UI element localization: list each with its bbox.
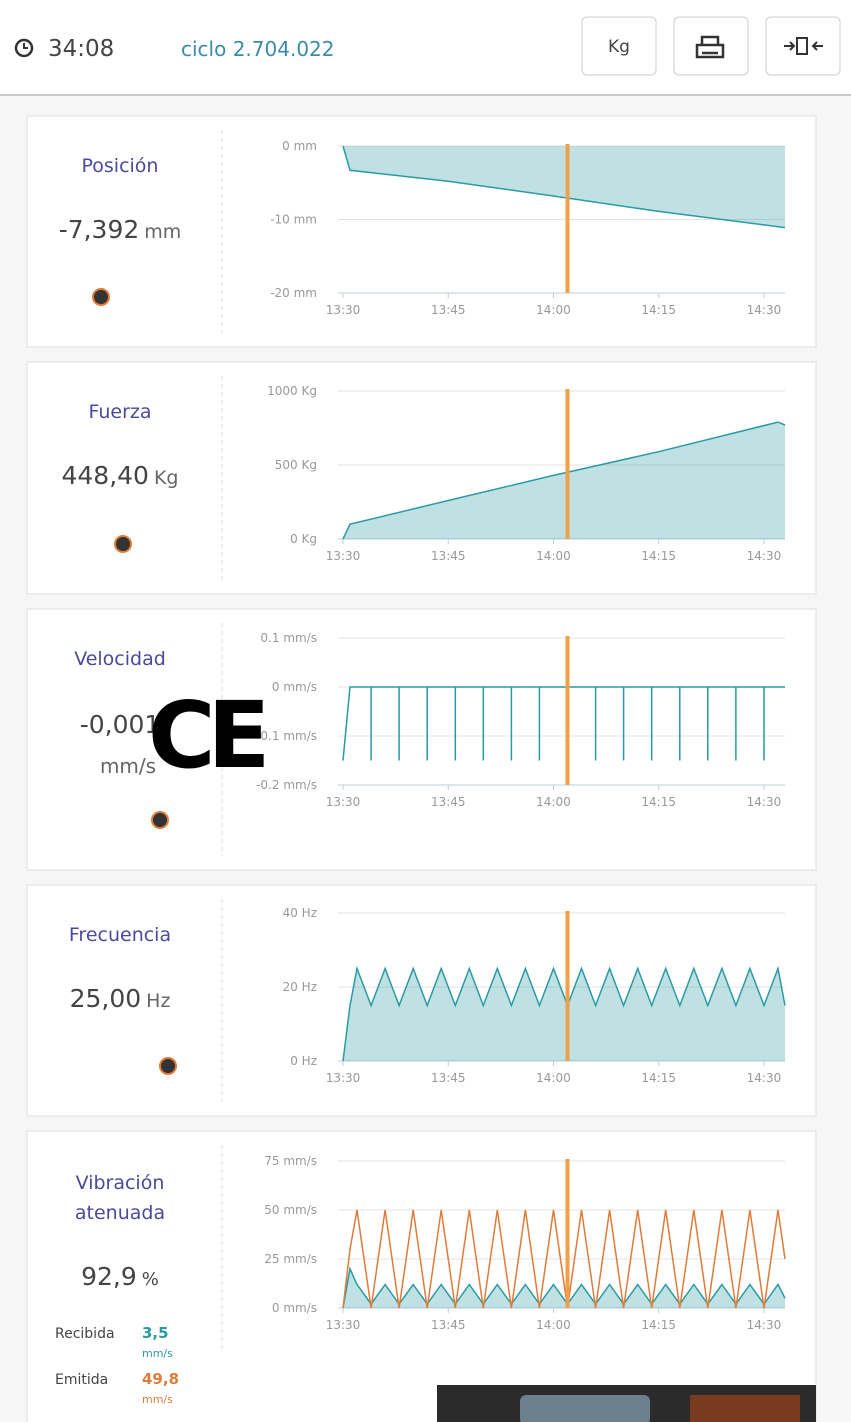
x-tick-label: 14:15 [641,1071,676,1085]
y-tick-label: -0.1 mm/s [256,729,317,743]
x-tick-label: 14:15 [641,1318,676,1332]
video-content [520,1395,650,1422]
x-tick-label: 14:15 [641,549,676,563]
y-tick-label: 0 mm/s [272,680,317,694]
y-tick-label: 50 mm/s [264,1203,317,1217]
x-tick-label: 13:30 [326,549,361,563]
x-tick-label: 13:45 [431,1071,466,1085]
y-tick-label: -0.2 mm/s [256,778,317,792]
panel-title: Posición [82,155,159,177]
unit: Hz [146,990,170,1012]
legend-name: Recibida [55,1326,115,1342]
x-tick-label: 13:30 [326,1071,361,1085]
x-tick-label: 14:30 [747,1071,782,1085]
y-tick-label: 0 mm/s [272,1301,317,1315]
y-tick-label: -20 mm [270,286,317,300]
button-label[interactable]: Kg [608,37,630,57]
value: 25,00 [70,984,142,1013]
screen: 34:08 ciclo 2.704.022 Kg Posición-7,392m… [0,0,851,1422]
cycle: ciclo 2.704.022 [181,37,335,61]
x-tick-label: 13:45 [431,303,466,317]
x-tick-label: 13:30 [326,795,361,809]
x-tick-label: 14:30 [747,795,782,809]
x-tick-label: 13:30 [326,1318,361,1332]
y-tick-label: 40 Hz [283,906,317,920]
value: 448,40 [61,461,148,490]
legend-unit: mm/s [142,1393,173,1406]
button-frame[interactable] [766,17,840,75]
x-tick-label: 14:30 [747,549,782,563]
y-tick-label: 0 Kg [290,532,317,546]
slider-knob [160,1058,176,1074]
x-tick-label: 13:45 [431,549,466,563]
y-tick-label: 500 Kg [275,458,317,472]
y-tick-label: 1000 Kg [267,384,317,398]
x-tick-label: 14:00 [536,795,571,809]
x-tick-label: 14:00 [536,1318,571,1332]
slider-knob [152,812,168,828]
legend-reading: 3,5 [142,1324,169,1342]
y-tick-label: 0 Hz [290,1054,317,1068]
x-tick-label: 14:30 [747,1318,782,1332]
slider-knob [93,289,109,305]
legend-reading: 49,8 [142,1370,179,1388]
y-tick-label: 0 mm [282,139,317,153]
unit: % [142,1269,159,1290]
x-tick-label: 14:15 [641,303,676,317]
panel-title: Fuerza [88,401,151,423]
x-tick-label: 14:30 [747,303,782,317]
panel-title-text: atenuada [75,1202,165,1224]
unit: Kg [154,467,179,489]
x-tick-label: 14:00 [536,1071,571,1085]
x-tick-label: 14:15 [641,795,676,809]
x-tick-label: 14:00 [536,303,571,317]
y-tick-label: 25 mm/s [264,1252,317,1266]
y-tick-label: 0.1 mm/s [260,631,317,645]
x-tick-label: 13:30 [326,303,361,317]
legend-name: Emitida [55,1372,108,1388]
legend-unit: mm/s [142,1347,173,1360]
y-tick-label: 20 Hz [283,980,317,994]
video-content [690,1395,800,1422]
value: 92,9 [81,1262,137,1291]
panel-title: Velocidad [74,648,166,670]
unit: mm [144,221,181,243]
unit-button[interactable]: Kg [582,17,656,75]
slider-knob [115,536,131,552]
x-tick-label: 13:45 [431,1318,466,1332]
ce-mark: CE [148,682,265,789]
y-tick-label: -10 mm [270,213,317,227]
x-tick-label: 14:00 [536,549,571,563]
panel-title-text: Vibración [76,1172,165,1194]
time: 34:08 [48,36,114,62]
x-tick-label: 13:45 [431,795,466,809]
page: 34:08 ciclo 2.704.022 Kg Posición-7,392m… [0,0,851,1422]
print-button[interactable] [674,17,748,75]
compress-button[interactable] [766,17,840,75]
value: -7,392 [59,215,140,244]
panel-title: Frecuencia [69,924,171,946]
y-tick-label: 75 mm/s [264,1154,317,1168]
